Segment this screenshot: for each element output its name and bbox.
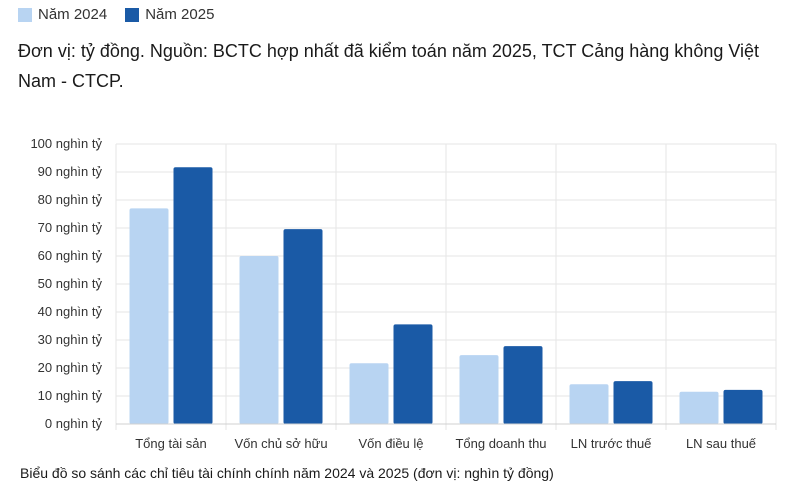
y-tick-label: 20 nghìn tỷ [38, 360, 103, 375]
bar-2025 [613, 381, 653, 424]
legend-label-2025: Năm 2025 [145, 6, 215, 23]
x-tick-label: Vốn điều lệ [358, 436, 423, 451]
bar-2024 [569, 384, 609, 424]
x-tick-label: Vốn chủ sở hữu [234, 436, 327, 451]
bar-2025 [173, 167, 213, 425]
legend-swatch-2024 [18, 7, 32, 22]
bar-2025 [393, 324, 433, 424]
x-tick-label: LN sau thuế [686, 436, 757, 451]
bar-2024 [129, 208, 169, 424]
y-tick-label: 70 nghìn tỷ [38, 220, 103, 235]
y-tick-label: 90 nghìn tỷ [38, 164, 103, 179]
y-tick-label: 80 nghìn tỷ [38, 192, 103, 207]
bar-chart: 0 nghìn tỷ 10 nghìn tỷ 20 nghìn tỷ 30 nghìn… [30, 136, 777, 451]
bar-2025 [283, 229, 323, 424]
y-tick-label: 10 nghìn tỷ [38, 388, 103, 403]
bar-2024 [349, 363, 389, 424]
bar-2024 [239, 256, 279, 424]
y-tick-label: 0 nghìn tỷ [45, 416, 103, 431]
legend-item-2025[interactable]: Năm 2025 [125, 6, 214, 23]
chart-legend: Năm 2024 Năm 2025 [18, 6, 214, 23]
y-tick-label: 50 nghìn tỷ [38, 276, 103, 291]
y-tick-label: 40 nghìn tỷ [38, 304, 103, 319]
y-tick-label: 100 nghìn tỷ [30, 136, 102, 151]
legend-swatch-2025 [125, 7, 140, 22]
bar-2024 [679, 391, 719, 424]
y-tick-label: 60 nghìn tỷ [38, 248, 103, 263]
x-tick-label: Tổng tài sản [135, 436, 207, 451]
bar-2025 [503, 346, 543, 424]
legend-label-2024: Năm 2024 [38, 6, 108, 23]
legend-item-2024[interactable]: Năm 2024 [18, 6, 107, 23]
y-tick-label: 30 nghìn tỷ [38, 332, 103, 347]
x-tick-label: Tổng doanh thu [455, 436, 546, 451]
chart-subtitle: Đơn vị: tỷ đồng. Nguồn: BCTC hợp nhất đã… [18, 41, 760, 91]
chart-caption: Biểu đồ so sánh các chỉ tiêu tài chính c… [20, 465, 554, 481]
bar-2025 [723, 389, 763, 424]
bar-2024 [459, 355, 499, 424]
x-tick-label: LN trước thuế [571, 436, 653, 451]
